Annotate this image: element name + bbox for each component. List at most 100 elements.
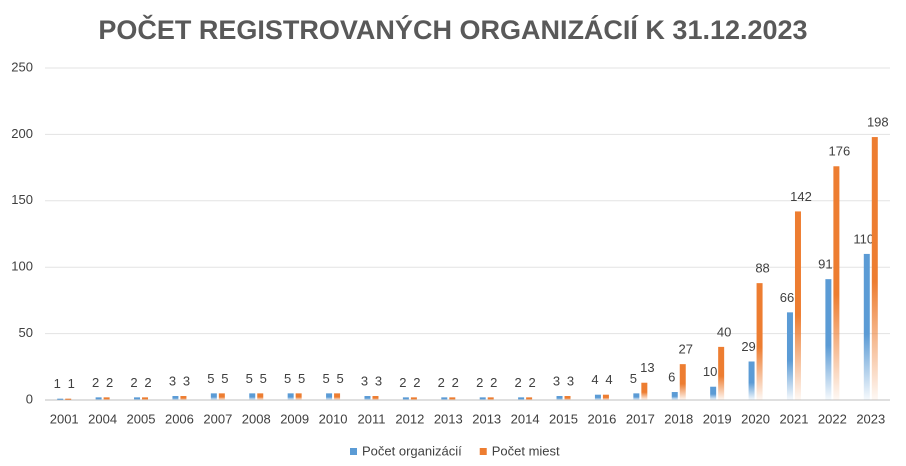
data-label: 2 — [528, 375, 535, 390]
bar — [372, 396, 379, 400]
x-tick-label: 2016 — [587, 411, 616, 426]
bar — [526, 397, 533, 400]
data-label: 2 — [106, 375, 113, 390]
bar — [794, 211, 801, 400]
x-tick-label: 2013 — [472, 411, 501, 426]
data-label: 91 — [818, 257, 832, 272]
y-tick-label: 50 — [19, 325, 33, 340]
x-tick-label: 2021 — [780, 411, 809, 426]
data-label: 5 — [260, 371, 267, 386]
bar — [295, 393, 302, 400]
x-tick-label: 2011 — [357, 411, 385, 426]
data-label: 6 — [668, 369, 675, 384]
bar — [602, 394, 609, 400]
x-tick-label: 2018 — [664, 411, 693, 426]
legend-swatch — [350, 448, 357, 455]
bar — [95, 397, 102, 400]
x-tick-label: 2001 — [50, 411, 79, 426]
data-label: 3 — [183, 373, 190, 388]
bar — [863, 253, 870, 400]
bar — [641, 382, 648, 400]
data-label: 176 — [829, 144, 851, 159]
x-tick-label: 2010 — [319, 411, 348, 426]
data-label: 13 — [640, 360, 654, 375]
x-tick-label: 2013 — [434, 411, 463, 426]
data-label: 2 — [438, 375, 445, 390]
data-label: 5 — [298, 371, 305, 386]
x-tick-label: 2012 — [395, 411, 424, 426]
legend-label: Počet miest — [492, 443, 560, 458]
data-label: 29 — [741, 339, 755, 354]
x-tick-label: 2022 — [818, 411, 847, 426]
bar — [871, 137, 878, 400]
data-label: 27 — [679, 342, 693, 357]
data-label: 5 — [322, 371, 329, 386]
bar — [172, 396, 179, 400]
chart-title: POČET REGISTROVANÝCH ORGANIZÁCIÍ K 31.12… — [98, 14, 807, 45]
data-label: 1 — [54, 376, 61, 391]
x-tick-label: 2019 — [703, 411, 732, 426]
data-label: 3 — [375, 373, 382, 388]
bar — [218, 393, 225, 400]
bar — [334, 393, 341, 400]
bar — [65, 398, 72, 400]
x-tick-label: 2007 — [203, 411, 232, 426]
bar — [134, 397, 141, 400]
data-label: 2 — [413, 375, 420, 390]
y-tick-label: 0 — [26, 391, 33, 406]
x-tick-label: 2020 — [741, 411, 770, 426]
bar — [364, 396, 371, 400]
data-label: 1 — [68, 376, 75, 391]
data-label: 4 — [605, 372, 612, 387]
bar — [479, 397, 486, 400]
bar — [833, 166, 840, 400]
data-label: 2 — [514, 375, 521, 390]
data-label: 2 — [92, 375, 99, 390]
bar — [710, 386, 717, 400]
bar — [57, 398, 64, 400]
bar — [210, 393, 217, 400]
y-tick-label: 250 — [11, 59, 33, 74]
data-label: 40 — [717, 324, 731, 339]
bar — [718, 346, 725, 400]
bar — [441, 397, 448, 400]
bar — [487, 397, 494, 400]
x-tick-label: 2006 — [165, 411, 194, 426]
x-tick-label: 2008 — [242, 411, 271, 426]
data-label: 2 — [490, 375, 497, 390]
x-tick-label: 2004 — [88, 411, 117, 426]
bar — [594, 394, 601, 400]
bar — [556, 396, 563, 400]
data-label: 198 — [867, 114, 889, 129]
bar — [287, 393, 294, 400]
data-label: 3 — [553, 373, 560, 388]
bar — [142, 397, 149, 400]
x-tick-label: 2015 — [549, 411, 578, 426]
data-label: 142 — [790, 189, 812, 204]
data-label: 4 — [591, 372, 598, 387]
data-label: 5 — [284, 371, 291, 386]
legend-label: Počet organizácií — [362, 443, 462, 458]
data-label: 2 — [476, 375, 483, 390]
bar — [756, 283, 763, 400]
bar — [564, 396, 571, 400]
bar — [249, 393, 256, 400]
data-label: 2 — [144, 375, 151, 390]
data-label: 3 — [567, 373, 574, 388]
bar — [410, 397, 417, 400]
y-tick-label: 200 — [11, 126, 33, 141]
bar — [257, 393, 264, 400]
x-tick-label: 2023 — [856, 411, 885, 426]
y-tick-label: 150 — [11, 192, 33, 207]
bar — [825, 279, 832, 400]
data-label: 88 — [755, 261, 769, 276]
data-label: 5 — [207, 371, 214, 386]
data-label: 3 — [361, 373, 368, 388]
bar — [633, 393, 640, 400]
bar — [103, 397, 110, 400]
bar — [518, 397, 525, 400]
x-tick-label: 2017 — [626, 411, 655, 426]
bar — [679, 364, 686, 400]
data-label: 2 — [452, 375, 459, 390]
